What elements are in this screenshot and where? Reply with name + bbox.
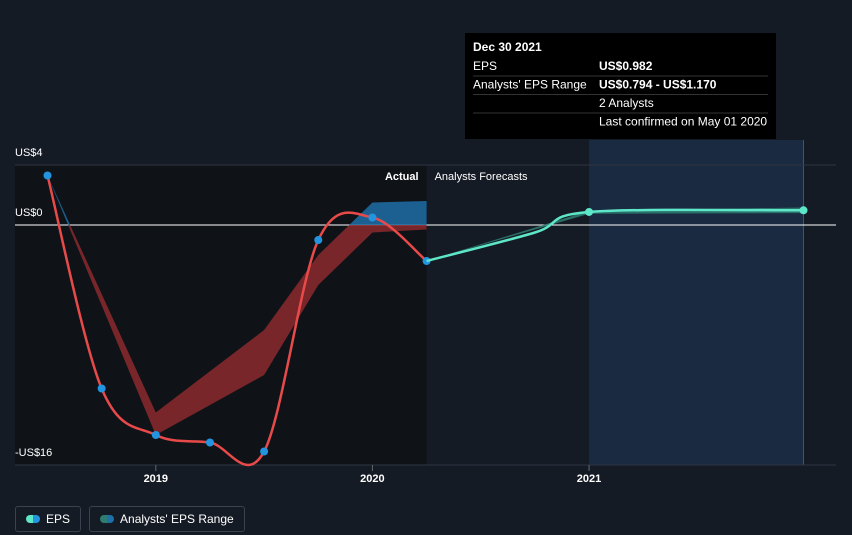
point <box>151 431 160 439</box>
legend: EPS Analysts' EPS Range <box>15 506 245 532</box>
y-tick-label: -US$16 <box>15 447 52 459</box>
tooltip-value: Last confirmed on May 01 2020 <box>599 115 767 129</box>
legend-item[interactable]: Analysts' EPS Range <box>89 506 245 532</box>
chart: Actual Analysts Forecasts US$4 US$0 -US$16 20… <box>15 33 836 485</box>
point <box>585 207 594 216</box>
point <box>43 171 52 180</box>
tooltip-key: Analysts' EPS Range <box>473 78 587 92</box>
region-label: Actual <box>385 171 419 183</box>
forecast-highlight <box>589 140 804 465</box>
line <box>426 208 804 263</box>
legend-label: Analysts' EPS Range <box>120 512 234 526</box>
point <box>314 236 323 244</box>
tooltip: Dec 30 2021 EPS US$0.982 Analysts' EPS Rang… <box>465 33 776 139</box>
tooltip-box <box>465 33 776 139</box>
legend-item[interactable]: EPS <box>15 506 82 532</box>
x-tick-label: 2019 <box>144 473 168 485</box>
range-band <box>47 175 427 225</box>
tooltip-value: 2 Analysts <box>599 96 654 110</box>
y-tick-label: US$4 <box>15 147 43 159</box>
tooltip-value: US$0.982 <box>599 59 653 73</box>
point <box>368 213 377 222</box>
region-label: Analysts Forecasts <box>435 171 528 183</box>
point <box>799 206 808 215</box>
tooltip-title: Dec 30 2021 <box>473 40 542 54</box>
line <box>46 175 428 467</box>
y-tick-label: US$0 <box>15 207 43 219</box>
point <box>97 384 106 393</box>
tooltip-value: US$0.794 - US$1.170 <box>599 78 717 92</box>
point <box>260 447 269 456</box>
x-tick-label: 2020 <box>360 473 384 485</box>
tooltip-key: EPS <box>473 59 497 73</box>
x-tick-label: 2021 <box>577 473 601 485</box>
point <box>205 438 214 447</box>
legend-label: EPS <box>46 512 71 526</box>
